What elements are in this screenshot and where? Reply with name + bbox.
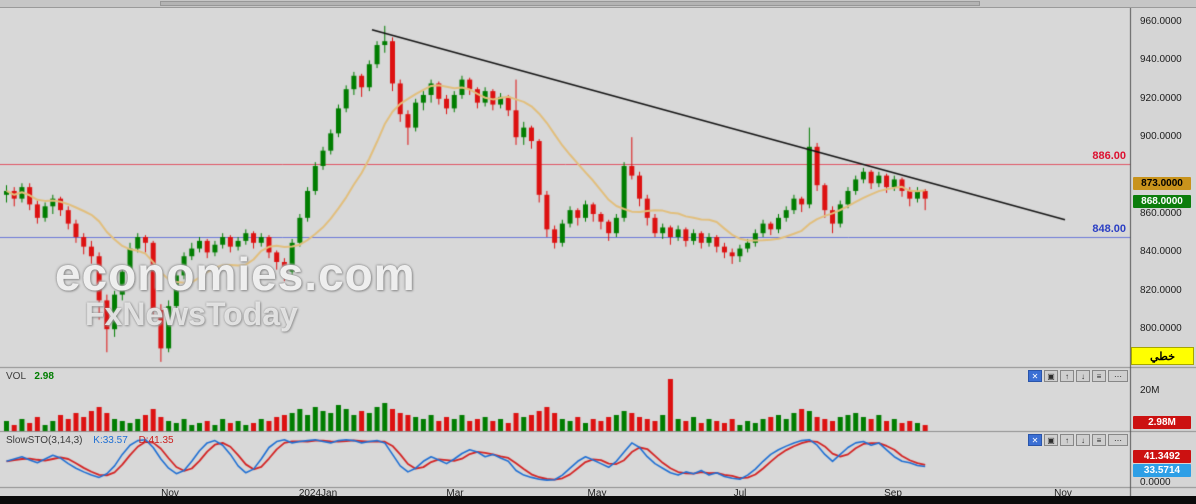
oscillator-d-badge: 41.3492: [1133, 449, 1191, 463]
price-axis-label: 820.0000: [1140, 284, 1182, 296]
resistance-level-label: 886.00: [1092, 150, 1126, 163]
bottom-strip: [0, 496, 1196, 504]
volume-panel-controls: ✕ ▣ ↑ ↓ ≡ ⋯: [1028, 370, 1128, 382]
time-axis-label: Sep: [884, 488, 902, 499]
oscillator-panel-header: SlowSTO(3,14,3) K:33.57 D:41.35: [6, 435, 174, 446]
support-level-label: 848.00: [1092, 223, 1126, 236]
time-axis-label: Mar: [446, 488, 464, 499]
volume-label: VOL: [6, 371, 26, 382]
last-price-badge: 868.0000: [1133, 194, 1191, 208]
oscillator-zero-label: 0.0000: [1140, 477, 1171, 488]
oscillator-name: SlowSTO(3,14,3): [6, 435, 83, 446]
scrollbar-thumb[interactable]: [160, 1, 980, 6]
oscillator-d-value: D:41.35: [138, 435, 174, 446]
volume-current-value: 2.98: [34, 371, 54, 382]
time-axis-label: Nov: [1054, 488, 1072, 499]
volume-panel-header: VOL 2.98: [6, 371, 54, 382]
oscillator-panel-controls: ✕ ▣ ↑ ↓ ≡ ⋯: [1028, 434, 1128, 446]
price-axis-label: 940.0000: [1140, 54, 1182, 66]
arrow-down-icon[interactable]: ↓: [1076, 434, 1090, 446]
chart-type-badge[interactable]: خطي: [1131, 347, 1194, 365]
close-icon[interactable]: ✕: [1028, 370, 1042, 382]
volume-current-badge: 2.98M: [1133, 416, 1191, 429]
restore-icon[interactable]: ▣: [1044, 434, 1058, 446]
time-axis-label: May: [587, 488, 607, 499]
horizontal-scrollbar[interactable]: [0, 0, 1196, 8]
price-axis-label: 800.0000: [1140, 323, 1182, 335]
arrow-up-icon[interactable]: ↑: [1060, 434, 1074, 446]
time-axis-label: Nov: [161, 488, 179, 499]
volume-axis-label: 20M: [1140, 385, 1160, 396]
oscillator-k-badge: 33.5714: [1133, 463, 1191, 477]
settings-icon[interactable]: ≡: [1092, 434, 1106, 446]
more-icon[interactable]: ⋯: [1108, 370, 1128, 382]
settings-icon[interactable]: ≡: [1092, 370, 1106, 382]
time-axis-label: 2024Jan: [298, 488, 338, 499]
time-axis-label: Jul: [733, 488, 747, 499]
price-axis-label: 840.0000: [1140, 246, 1182, 258]
ask-price-badge: 873.0000: [1133, 177, 1191, 191]
oscillator-k-value: K:33.57: [93, 435, 128, 446]
price-axis-label: 960.0000: [1140, 16, 1182, 27]
price-axis-label: 860.0000: [1140, 208, 1182, 219]
price-axis-label: 920.0000: [1140, 92, 1182, 104]
arrow-down-icon[interactable]: ↓: [1076, 370, 1090, 382]
close-icon[interactable]: ✕: [1028, 434, 1042, 446]
price-axis-label: 900.0000: [1140, 131, 1182, 143]
arrow-up-icon[interactable]: ↑: [1060, 370, 1074, 382]
more-icon[interactable]: ⋯: [1108, 434, 1128, 446]
restore-icon[interactable]: ▣: [1044, 370, 1058, 382]
